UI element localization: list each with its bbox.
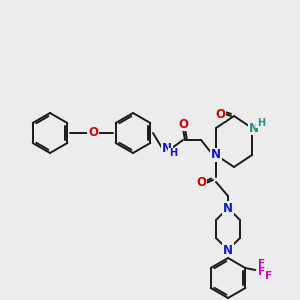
Text: O: O xyxy=(196,176,206,190)
Text: O: O xyxy=(178,118,188,130)
Text: F: F xyxy=(258,259,265,269)
Text: F: F xyxy=(265,271,272,281)
Text: H: H xyxy=(169,148,177,158)
Text: H: H xyxy=(257,118,265,128)
Text: N: N xyxy=(211,148,221,161)
Text: N: N xyxy=(223,244,233,256)
Text: N: N xyxy=(162,142,172,154)
Text: O: O xyxy=(88,127,98,140)
Text: F: F xyxy=(258,267,265,277)
Text: O: O xyxy=(215,107,225,121)
Text: N: N xyxy=(223,202,233,214)
Text: N: N xyxy=(249,122,259,134)
